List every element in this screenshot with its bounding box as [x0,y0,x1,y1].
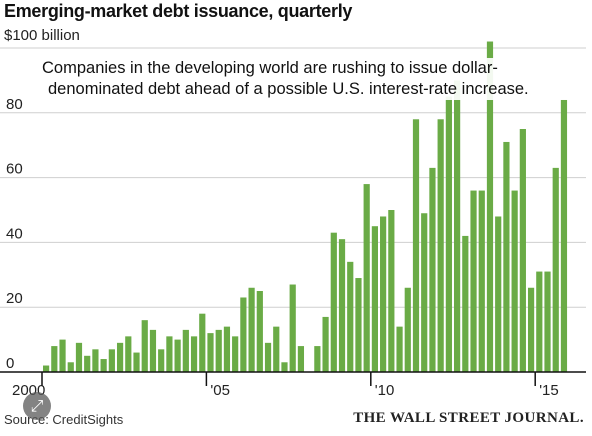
bar [338,239,346,372]
y-tick-label: 20 [6,290,23,307]
bar [256,291,263,372]
bars [43,41,568,373]
bar [412,119,420,372]
bar [429,167,436,372]
bar [289,284,296,372]
bar [495,216,502,372]
bar [158,349,165,372]
x-tick-label: '15 [539,382,559,399]
chart-title: Emerging-market debt issuance, quarterly [4,1,353,21]
bar [388,210,395,372]
bar [330,232,337,372]
bar [264,342,272,372]
bar [125,336,132,372]
bar [536,271,543,372]
bar [84,355,91,372]
bar [149,329,157,372]
bar [511,190,518,372]
y-tick-label: 40 [6,225,23,242]
bar [100,359,107,372]
y-tick-label: 0 [6,355,14,372]
publisher-logo: THE WALL STREET JOURNAL. [353,410,584,426]
bar [421,213,428,372]
x-tick-label: '05 [210,382,230,399]
bar [43,365,50,372]
bar [108,349,115,372]
bar [59,339,66,372]
bar [486,41,494,373]
bar [347,261,354,372]
bar [454,80,461,373]
bar [207,333,214,372]
expand-arrows-icon[interactable]: ⤢ [23,392,51,420]
bar [503,141,510,372]
bar [51,346,58,372]
bar [92,349,99,372]
bar [190,336,198,372]
bar [462,235,469,372]
bar [141,320,148,372]
bar [380,216,387,372]
bar [560,99,568,372]
bar [322,316,329,372]
bar [314,346,321,372]
y-tick-label: 80 [6,96,23,113]
bar [182,329,189,372]
y-tick-label: 60 [6,161,23,178]
bar [281,362,288,372]
bar [404,287,411,372]
annotation-line-2: denominated debt ahead of a possible U.S… [48,80,529,98]
bar [527,287,535,372]
bar [519,129,526,372]
axes: 2000'05'10'15 [0,371,586,399]
bar [273,326,280,372]
bar [75,342,83,372]
bar [396,326,403,372]
x-tick-label: '10 [375,382,395,399]
bar [478,190,485,372]
bar [437,119,444,372]
bar [544,271,551,372]
bar [215,329,222,372]
bar [371,226,378,372]
bar [133,352,140,372]
bar [297,346,305,372]
bar [223,326,231,372]
bar [470,190,477,372]
bar [67,362,74,372]
bar [232,336,239,372]
bar [166,336,173,372]
bar [240,297,247,372]
bar [445,96,452,372]
bar [248,287,255,372]
bar [116,342,124,372]
bar [174,339,181,372]
source-credit: Source: CreditSights [4,412,124,427]
annotation-line-1: Companies in the developing world are ru… [42,59,498,77]
bar [552,167,559,372]
bar [355,278,362,372]
bar [199,313,206,372]
chart-annotation: Companies in the developing world are ru… [40,58,589,100]
y-axis-unit-label: $100 billion [4,27,80,44]
bar [363,184,370,372]
